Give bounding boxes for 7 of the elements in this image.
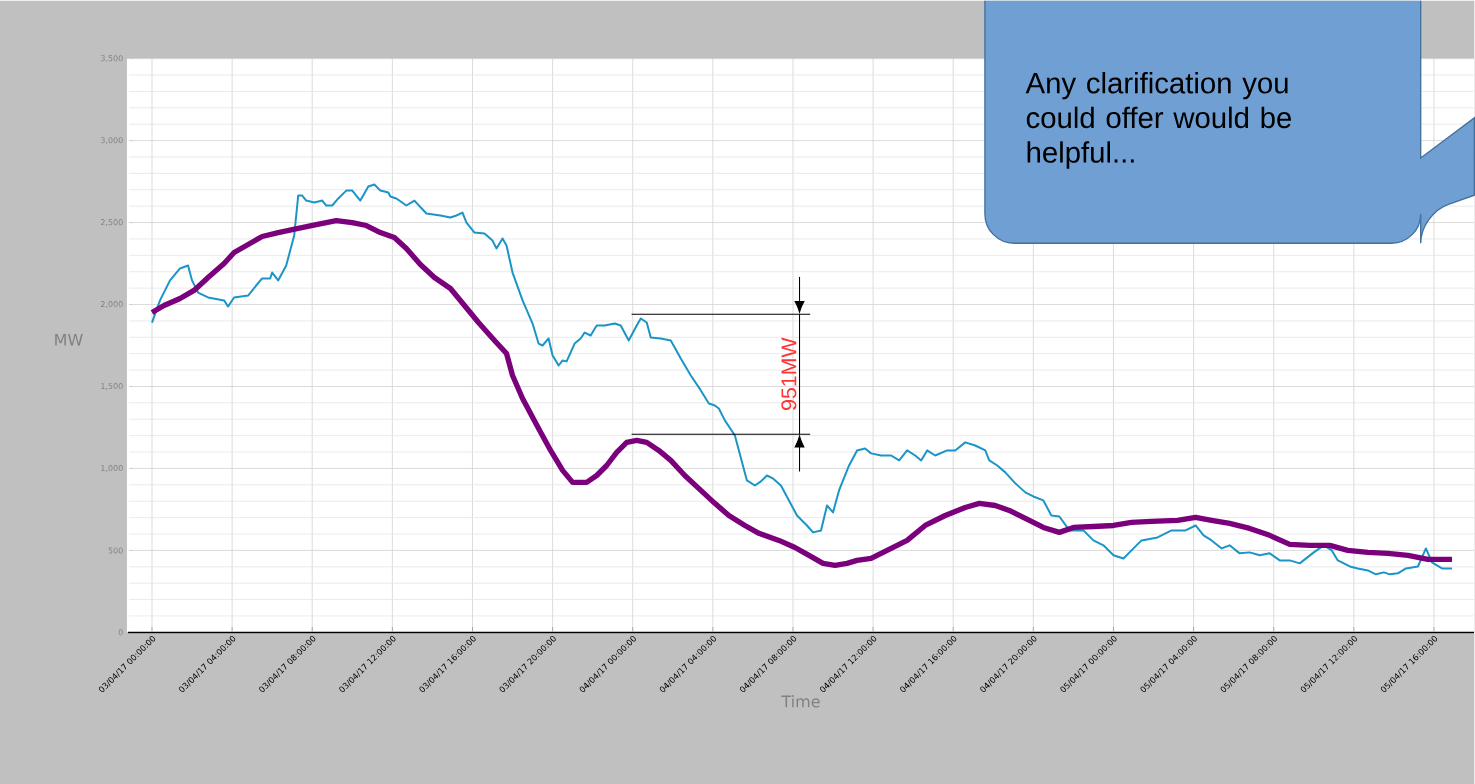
y-axis-title: MW — [55, 333, 83, 346]
y-tick-label: 3,500 — [100, 55, 123, 62]
annotation: Any clarification you could offer would be helpful... — [1025, 71, 1291, 169]
y-tick-label: 2,500 — [100, 218, 123, 226]
annotation: 951MW — [781, 337, 797, 410]
x-axis-title: Time — [781, 694, 820, 708]
y-tick-label: 2,000 — [100, 300, 123, 308]
